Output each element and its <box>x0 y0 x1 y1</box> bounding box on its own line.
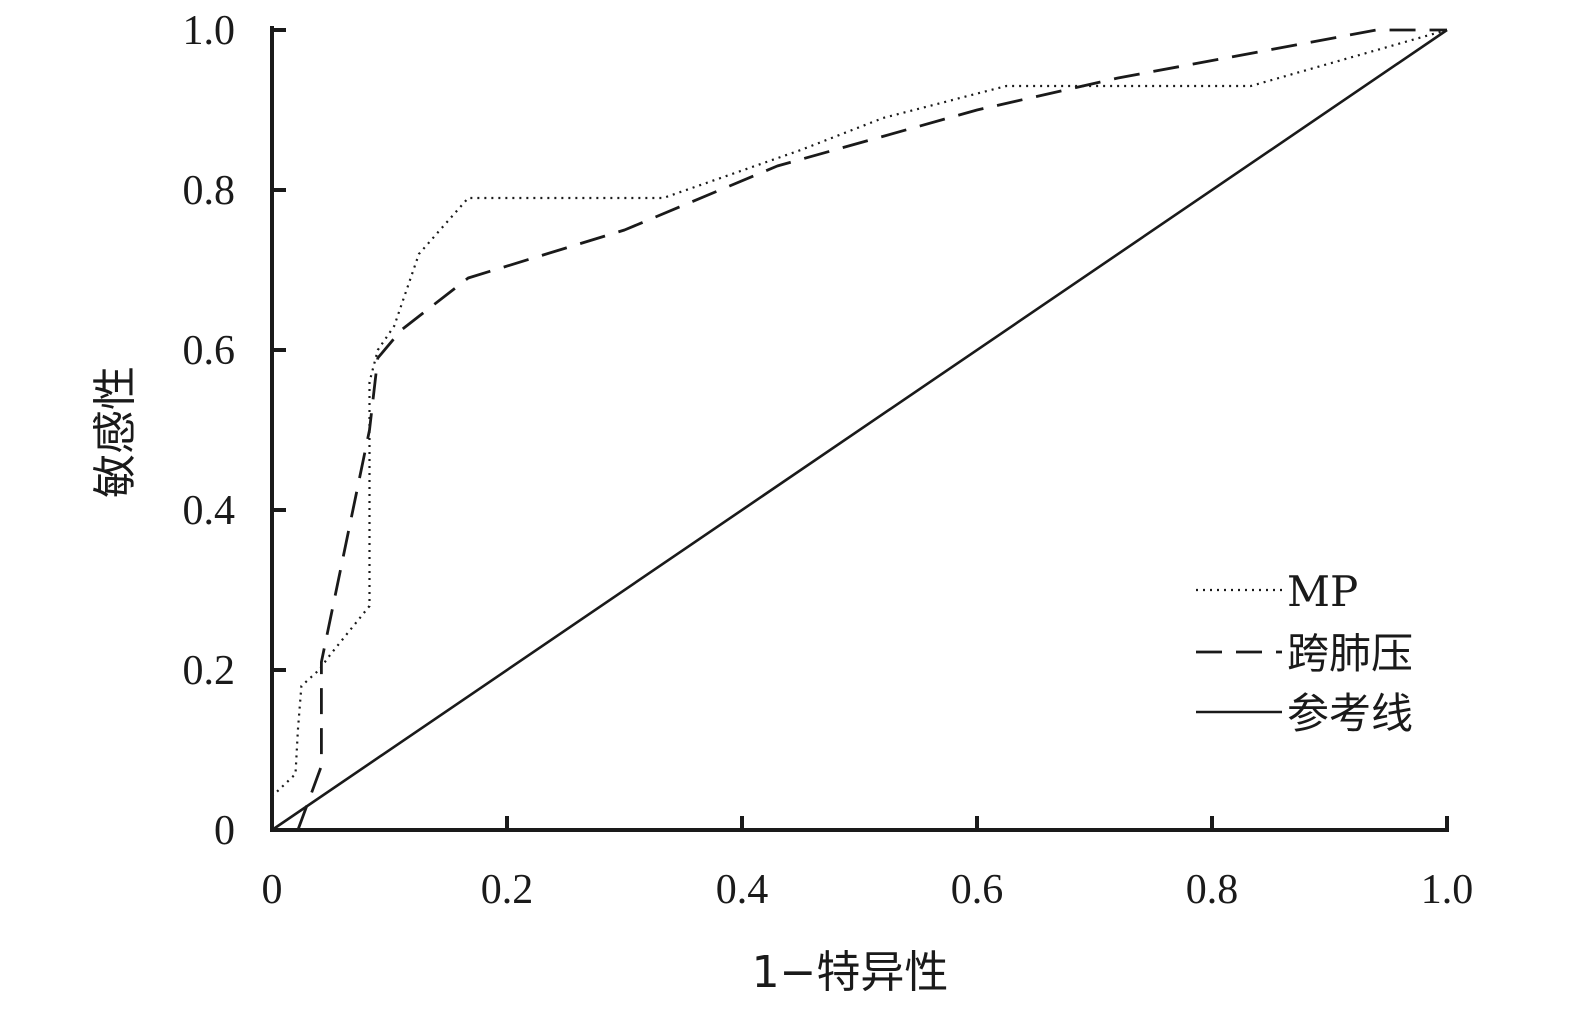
x-tick-label: 1.0 <box>1421 867 1474 913</box>
series-line-0 <box>271 28 1448 798</box>
axes <box>270 26 1449 832</box>
series-line-2 <box>271 28 1448 832</box>
x-tick-label: 0.4 <box>716 867 769 913</box>
y-tick-label: 0.8 <box>183 168 236 214</box>
y-tick-label: 0.2 <box>183 648 236 694</box>
x-tick-label: 0.8 <box>1186 867 1239 913</box>
x-tick-label: 0.2 <box>481 867 534 913</box>
y-tick-label: 0 <box>214 808 235 854</box>
y-ticks: 0 0.2 0.4 0.6 0.8 1.0 <box>183 8 286 854</box>
x-tick-label: 0 <box>262 867 283 913</box>
plot-lines <box>271 28 1448 832</box>
legend-label-0: MP <box>1287 567 1358 616</box>
series-line-1 <box>296 28 1447 831</box>
y-tick-label: 0.6 <box>183 328 236 374</box>
x-axis-title: 1−特异性 <box>752 947 949 998</box>
x-tick-label: 0.6 <box>951 867 1004 913</box>
legend-label-2: 参考线 <box>1287 689 1413 738</box>
legend-label-1: 跨肺压 <box>1287 629 1413 678</box>
y-tick-label: 0.4 <box>183 488 236 534</box>
x-ticks: 0 0.2 0.4 0.6 0.8 1.0 <box>262 816 1474 913</box>
y-axis-title: 敏感性 <box>90 366 141 498</box>
y-tick-label: 1.0 <box>183 8 236 54</box>
